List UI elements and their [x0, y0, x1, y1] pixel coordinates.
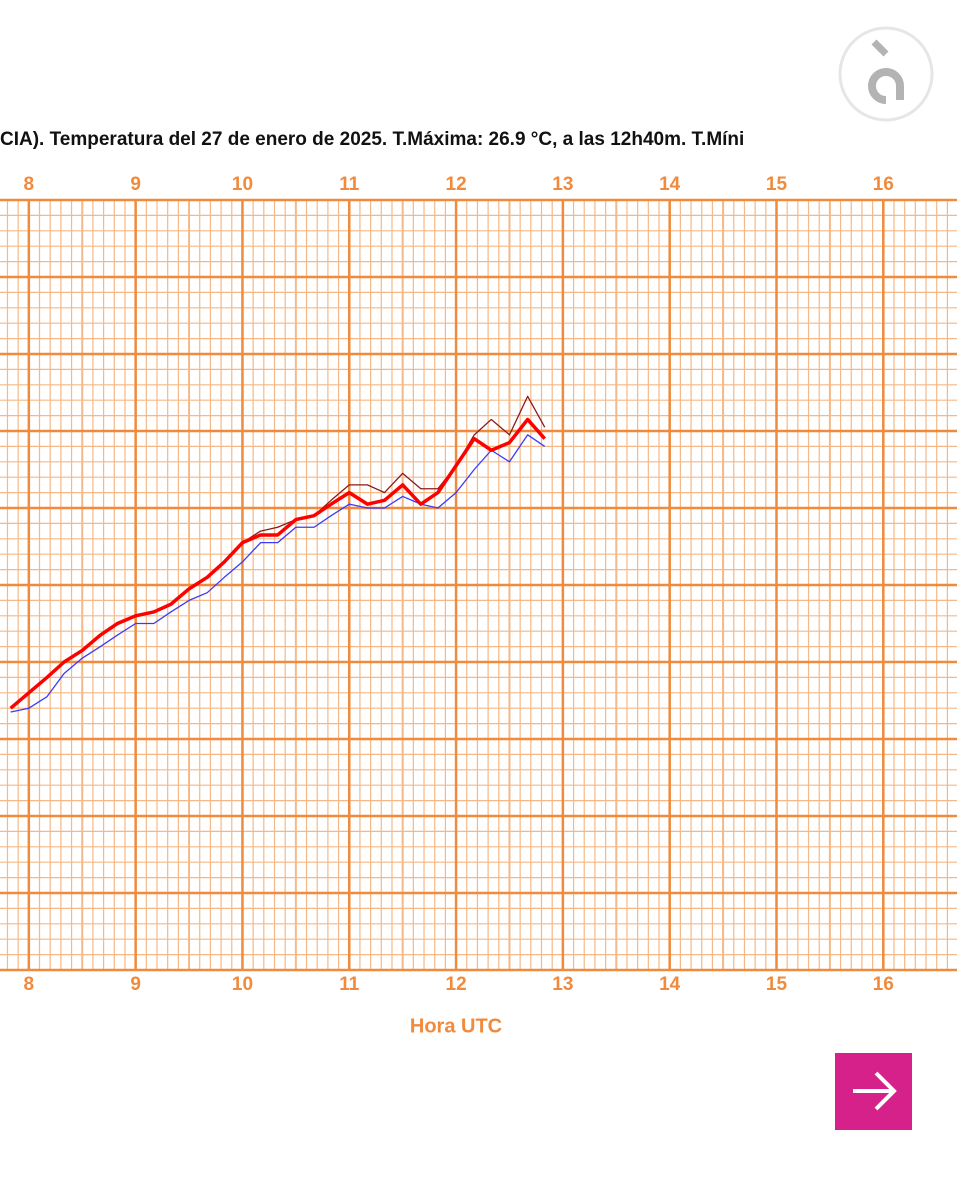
- x-tick-label: 10: [232, 974, 253, 995]
- x-tick-label: 16: [873, 974, 894, 995]
- grid: [0, 198, 957, 972]
- x-tick-label: 8: [24, 174, 35, 195]
- temperature-line: [10, 434, 546, 713]
- logo-accent: [871, 39, 889, 57]
- x-tick-label: 14: [659, 974, 681, 995]
- x-tick-label: 9: [130, 974, 141, 995]
- x-tick-label: 15: [766, 174, 788, 195]
- arrow-icon: [853, 1071, 897, 1111]
- x-tick-label: 12: [446, 174, 467, 195]
- x-tick-label: 10: [232, 174, 253, 195]
- x-tick-label: 16: [873, 174, 894, 195]
- x-tick-label: 9: [130, 174, 141, 195]
- x-tick-label: 13: [552, 974, 573, 995]
- x-tick-label: 13: [552, 174, 573, 195]
- x-tick-label: 12: [446, 974, 467, 995]
- logo-glyph: [868, 68, 904, 104]
- x-tick-label: 15: [766, 974, 788, 995]
- x-tick-label: 14: [659, 174, 681, 195]
- x-axis-label: Hora UTC: [410, 1015, 502, 1037]
- temperature-line: [9, 417, 547, 710]
- x-tick-label: 11: [339, 174, 360, 195]
- x-tick-label: 11: [339, 974, 360, 995]
- x-tick-label: 8: [24, 974, 35, 995]
- next-button[interactable]: [835, 1053, 912, 1130]
- logo[interactable]: [838, 26, 934, 122]
- chart-title: CIA). Temperatura del 27 de enero de 202…: [0, 129, 744, 150]
